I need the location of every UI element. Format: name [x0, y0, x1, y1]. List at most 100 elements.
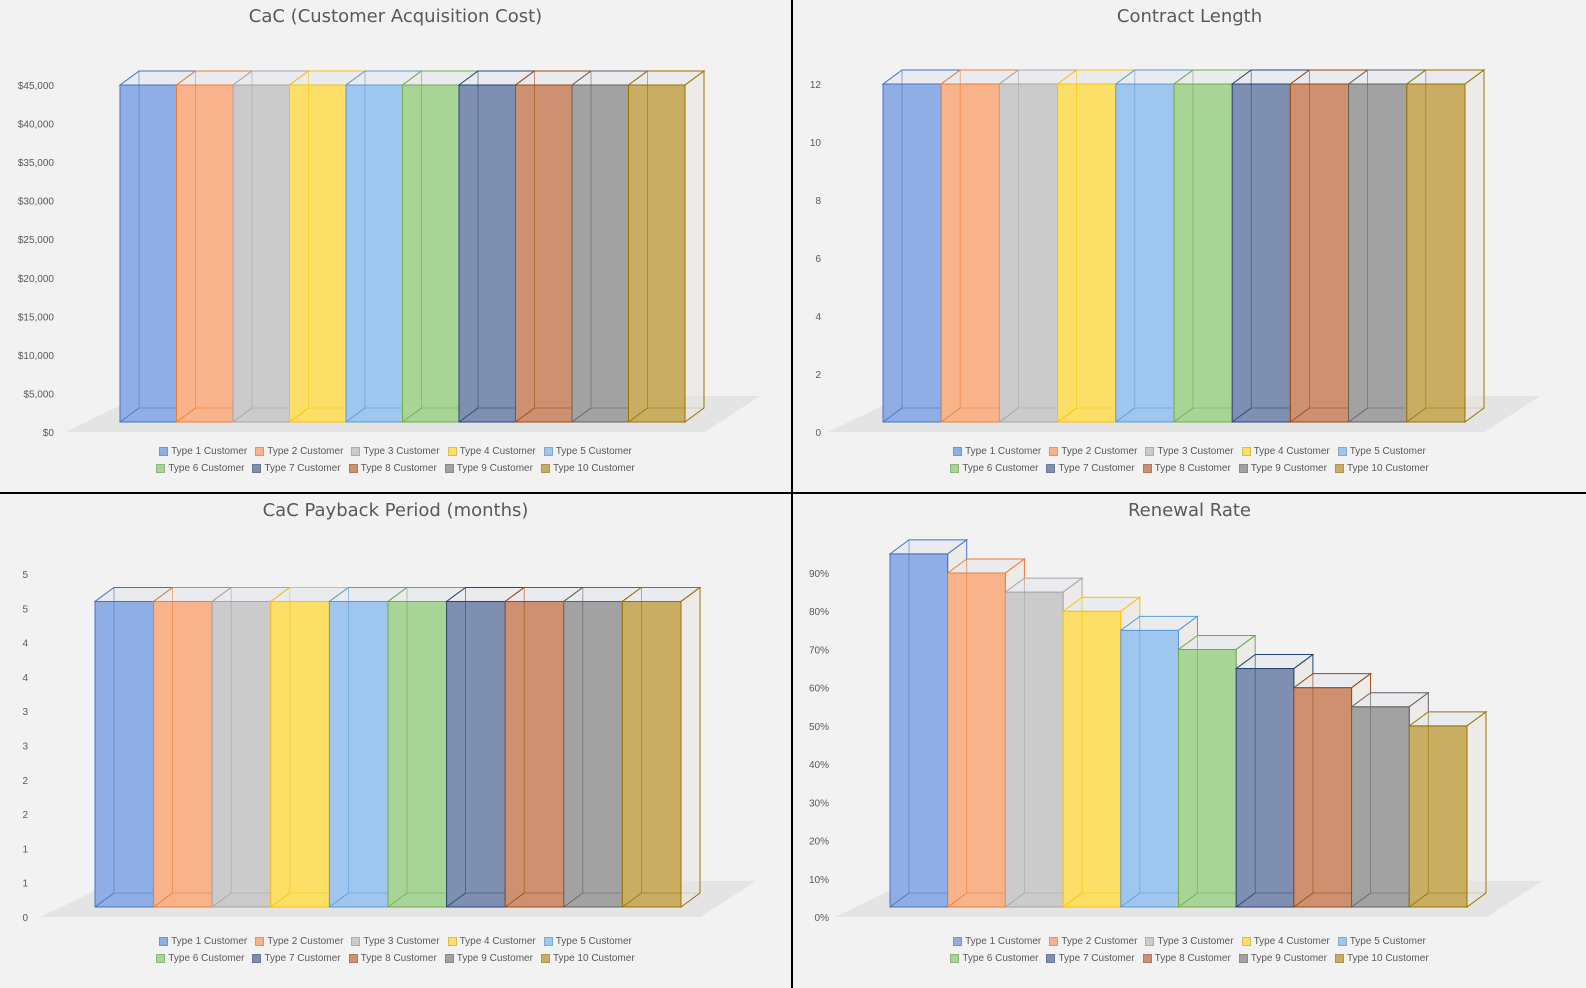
bar-6 — [1172, 69, 1253, 423]
legend-item: Type 6 Customer — [156, 953, 244, 964]
y-tick-label: $0 — [43, 428, 55, 439]
legend-item: Type 1 Customer — [159, 446, 247, 457]
bar-front — [1348, 83, 1408, 423]
bar-front — [1115, 83, 1175, 423]
legend-label: Type 3 Customer — [363, 936, 440, 947]
y-tick-label: 2 — [22, 810, 28, 821]
legend-item: Type 8 Customer — [348, 463, 437, 474]
bar-front — [1120, 629, 1179, 908]
legend-item: Type 5 Customer — [543, 446, 632, 457]
bar-front — [387, 600, 448, 908]
legend-swatch — [252, 954, 262, 963]
legend-item: Type 3 Customer — [1145, 446, 1234, 457]
bar-edge — [1173, 407, 1194, 423]
bar-edge — [446, 892, 466, 908]
bar-front — [211, 600, 272, 908]
bar-side — [680, 586, 701, 908]
bar-2 — [152, 586, 233, 908]
bar-edge — [563, 892, 584, 908]
legend-label: Type 9 Customer — [456, 463, 533, 474]
y-tick-label: 12 — [810, 80, 822, 91]
y-tick-label: 30% — [809, 798, 829, 809]
legend-swatch — [156, 954, 166, 963]
legend-item: Type 2 Customer — [255, 936, 343, 947]
y-tick-label: 3 — [22, 742, 28, 753]
chart-legend: Type 1 Customer Type 2 Customer Type 3 Cus… — [793, 936, 1586, 964]
legend-label: Type 8 Customer — [1154, 953, 1231, 964]
bar-9 — [570, 70, 650, 423]
chart-plot-contract-length: 0 2 4 6 8 10 12 — [810, 69, 1540, 439]
legend-swatch — [351, 447, 361, 456]
legend-row: Type 6 Customer Type 7 Customer Type 8 Cus… — [156, 953, 635, 964]
legend-item: Type 8 Customer — [1142, 463, 1231, 474]
legend-label: Type 2 Customer — [1061, 936, 1138, 947]
legend-label: Type 4 Customer — [1253, 936, 1330, 947]
bar-front — [889, 553, 949, 908]
bar-edge — [1290, 407, 1310, 423]
legend-label: Type 3 Customer — [1157, 446, 1234, 457]
legend-item: Type 7 Customer — [252, 463, 341, 474]
legend-label: Type 10 Customer — [1346, 463, 1429, 474]
legend-item: Type 10 Customer — [1334, 463, 1429, 474]
y-tick-label: 10 — [810, 138, 822, 149]
legend-label: Type 9 Customer — [1250, 463, 1327, 474]
legend-swatch — [1334, 954, 1344, 963]
bar-3 — [231, 70, 311, 423]
legend-label: Type 4 Customer — [459, 446, 536, 457]
bar-edge — [1115, 407, 1136, 423]
bar-8 — [1288, 69, 1370, 423]
bar-edge — [1057, 407, 1077, 423]
y-tick-label: 2 — [22, 776, 28, 787]
legend-swatch — [1145, 937, 1155, 946]
bar-edge — [1409, 892, 1429, 908]
legend-item: Type 8 Customer — [1142, 953, 1231, 964]
legend-item: Type 10 Customer — [540, 953, 635, 964]
legend-swatch — [1241, 447, 1251, 456]
legend-item: Type 9 Customer — [1238, 463, 1327, 474]
bar-edge — [1178, 892, 1198, 908]
chart-legend: Type 1 Customer Type 2 Customer Type 3 Cus… — [0, 936, 791, 964]
chart-title: Contract Length — [1116, 6, 1263, 27]
bar-front — [515, 84, 573, 423]
legend-label: Type 5 Customer — [555, 936, 632, 947]
bar-front — [882, 83, 942, 423]
bar-edge — [1406, 407, 1427, 423]
bar-edge — [515, 407, 535, 423]
bar-front — [1057, 83, 1117, 423]
bar-5 — [327, 586, 409, 908]
bar-front — [289, 84, 347, 423]
bar-front — [621, 600, 682, 908]
legend-swatch — [447, 447, 457, 456]
legend-row: Type 1 Customer Type 2 Customer Type 3 Cus… — [159, 446, 632, 457]
bar-edge — [940, 407, 961, 423]
legend-label: Type 2 Customer — [267, 936, 344, 947]
legend-item: Type 3 Customer — [1145, 936, 1234, 947]
bar-edge — [1231, 407, 1252, 423]
bar-edge — [458, 407, 479, 423]
legend-label: Type 8 Customer — [360, 953, 437, 964]
bar-edge — [1005, 892, 1025, 908]
legend-row: Type 6 Customer Type 7 Customer Type 8 Cus… — [950, 953, 1429, 964]
bar-front — [563, 600, 623, 908]
legend-swatch — [543, 937, 553, 946]
bar-front — [998, 83, 1059, 423]
bar-edge — [504, 892, 525, 908]
y-tick-label: 3 — [22, 707, 28, 718]
chart-plot-renewal-rate: 0% 10% 20% 30% 40% 50% 60% 70% 80% 90% — [809, 538, 1542, 924]
bar-front — [270, 600, 330, 908]
chart-panel-renewal-rate: 0% 10% 20% 30% 40% 50% 60% 70% 80% 90% Renewal Ra… — [793, 494, 1586, 988]
bar-edge — [882, 407, 903, 423]
legend-item: Type 7 Customer — [1046, 463, 1135, 474]
bar-3 — [210, 586, 292, 908]
y-tick-label: 5 — [22, 570, 28, 581]
bar-front — [1408, 725, 1468, 908]
y-tick-label: 80% — [809, 607, 829, 618]
bar-front — [1351, 706, 1410, 908]
bar-edge — [1348, 407, 1368, 423]
legend-swatch — [1337, 447, 1347, 456]
bar-front — [947, 572, 1006, 908]
legend-item: Type 8 Customer — [348, 953, 437, 964]
legend-item: Type 9 Customer — [444, 953, 533, 964]
bar-front — [1235, 668, 1295, 908]
bar-front — [94, 600, 155, 908]
